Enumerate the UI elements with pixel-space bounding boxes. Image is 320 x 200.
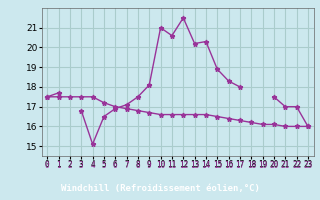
Text: 4: 4 (90, 160, 95, 170)
Text: 13: 13 (190, 160, 199, 170)
Text: 23: 23 (303, 160, 313, 170)
Text: 10: 10 (156, 160, 165, 170)
Text: 1: 1 (56, 160, 61, 170)
Text: 2: 2 (68, 160, 72, 170)
Text: 16: 16 (224, 160, 233, 170)
Text: 8: 8 (136, 160, 140, 170)
Text: 0: 0 (45, 160, 50, 170)
Text: 12: 12 (179, 160, 188, 170)
Text: 22: 22 (292, 160, 301, 170)
Text: 3: 3 (79, 160, 84, 170)
Text: Windchill (Refroidissement éolien,°C): Windchill (Refroidissement éolien,°C) (60, 184, 260, 193)
Text: 21: 21 (281, 160, 290, 170)
Text: 17: 17 (235, 160, 244, 170)
Text: 15: 15 (213, 160, 222, 170)
Text: 5: 5 (102, 160, 106, 170)
Text: 9: 9 (147, 160, 152, 170)
Text: 7: 7 (124, 160, 129, 170)
Text: 18: 18 (247, 160, 256, 170)
Text: 14: 14 (201, 160, 211, 170)
Text: 11: 11 (167, 160, 177, 170)
Text: 6: 6 (113, 160, 117, 170)
Text: 19: 19 (258, 160, 267, 170)
Text: 20: 20 (269, 160, 278, 170)
